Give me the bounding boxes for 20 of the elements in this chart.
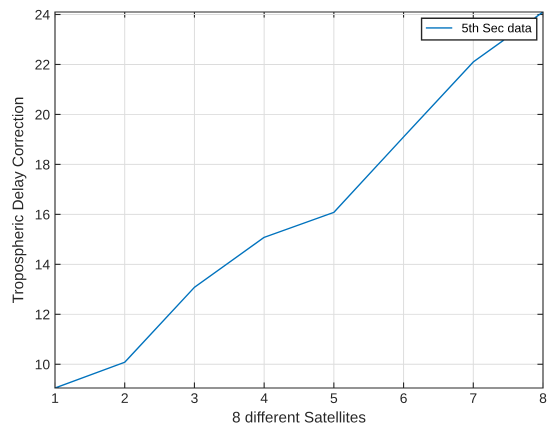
x-axis-title: 8 different Satellites	[232, 411, 366, 423]
x-tick-label: 3	[191, 393, 198, 404]
x-tick-label: 7	[470, 393, 476, 403]
y-tick-label: 18	[36, 160, 50, 170]
x-tick-label: 2	[122, 393, 128, 403]
x-tick-label: 8	[540, 393, 546, 404]
y-tick-label: 16	[36, 210, 50, 220]
y-tick-label: 24	[35, 10, 50, 20]
y-tick-label: 10	[36, 360, 50, 370]
y-axis-title: Tropospheric Delay Correction	[12, 98, 26, 303]
y-tick-label: 20	[35, 110, 50, 120]
x-tick-label: 4	[260, 393, 268, 403]
y-tick-label: 14	[36, 260, 50, 270]
line-series	[55, 12, 543, 388]
y-tick-label: 12	[36, 310, 50, 320]
x-tick-label: 6	[400, 393, 407, 404]
x-tick-label: 5	[330, 393, 338, 404]
x-tick-label: 1	[52, 393, 58, 403]
legend-label: 5th Sec data	[462, 23, 532, 32]
y-tick-label: 22	[35, 60, 50, 70]
